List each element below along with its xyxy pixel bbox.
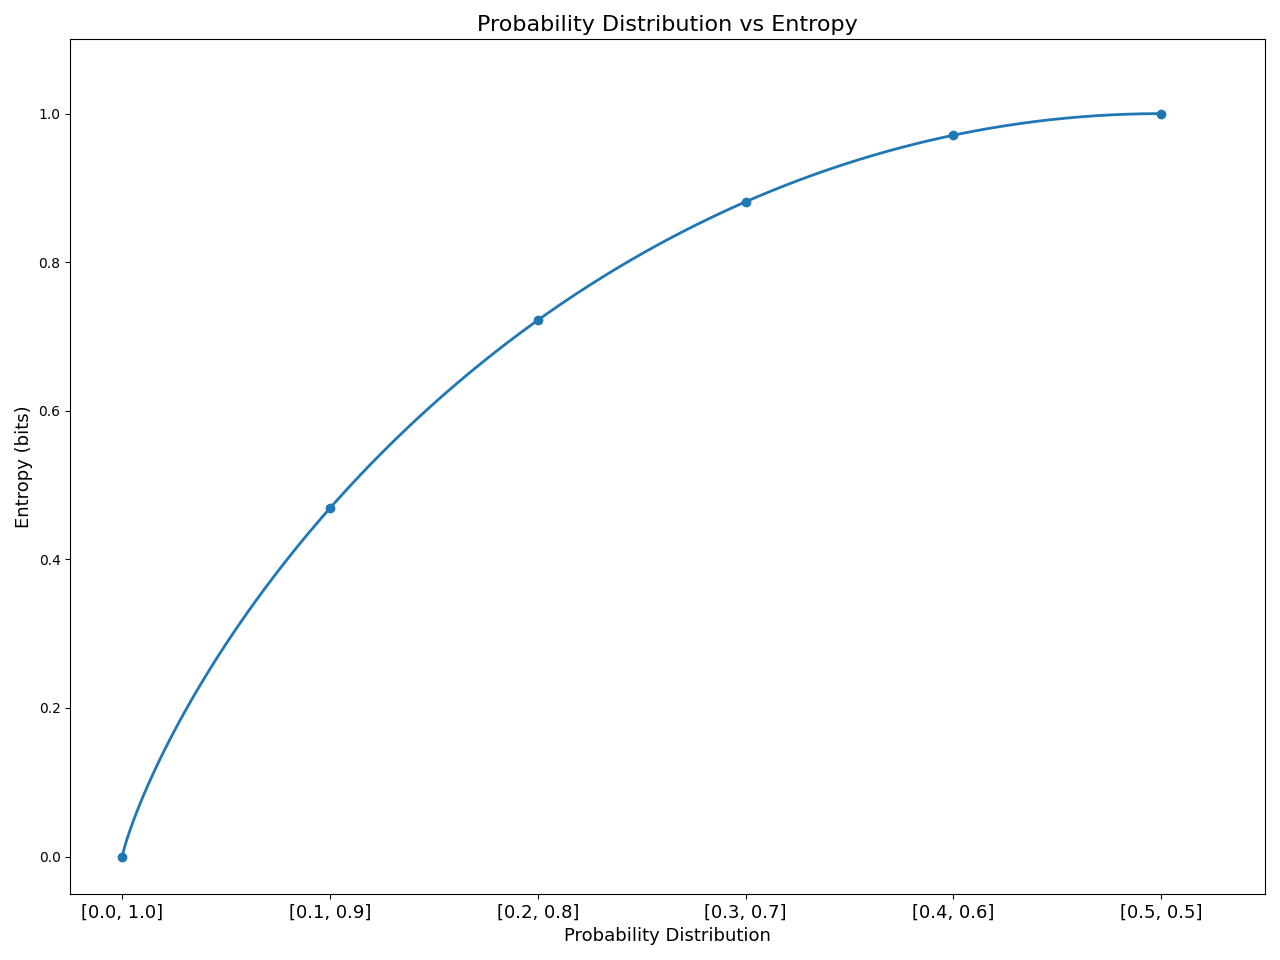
X-axis label: Probability Distribution: Probability Distribution — [564, 927, 771, 945]
Y-axis label: Entropy (bits): Entropy (bits) — [15, 405, 33, 528]
Title: Probability Distribution vs Entropy: Probability Distribution vs Entropy — [477, 15, 858, 35]
